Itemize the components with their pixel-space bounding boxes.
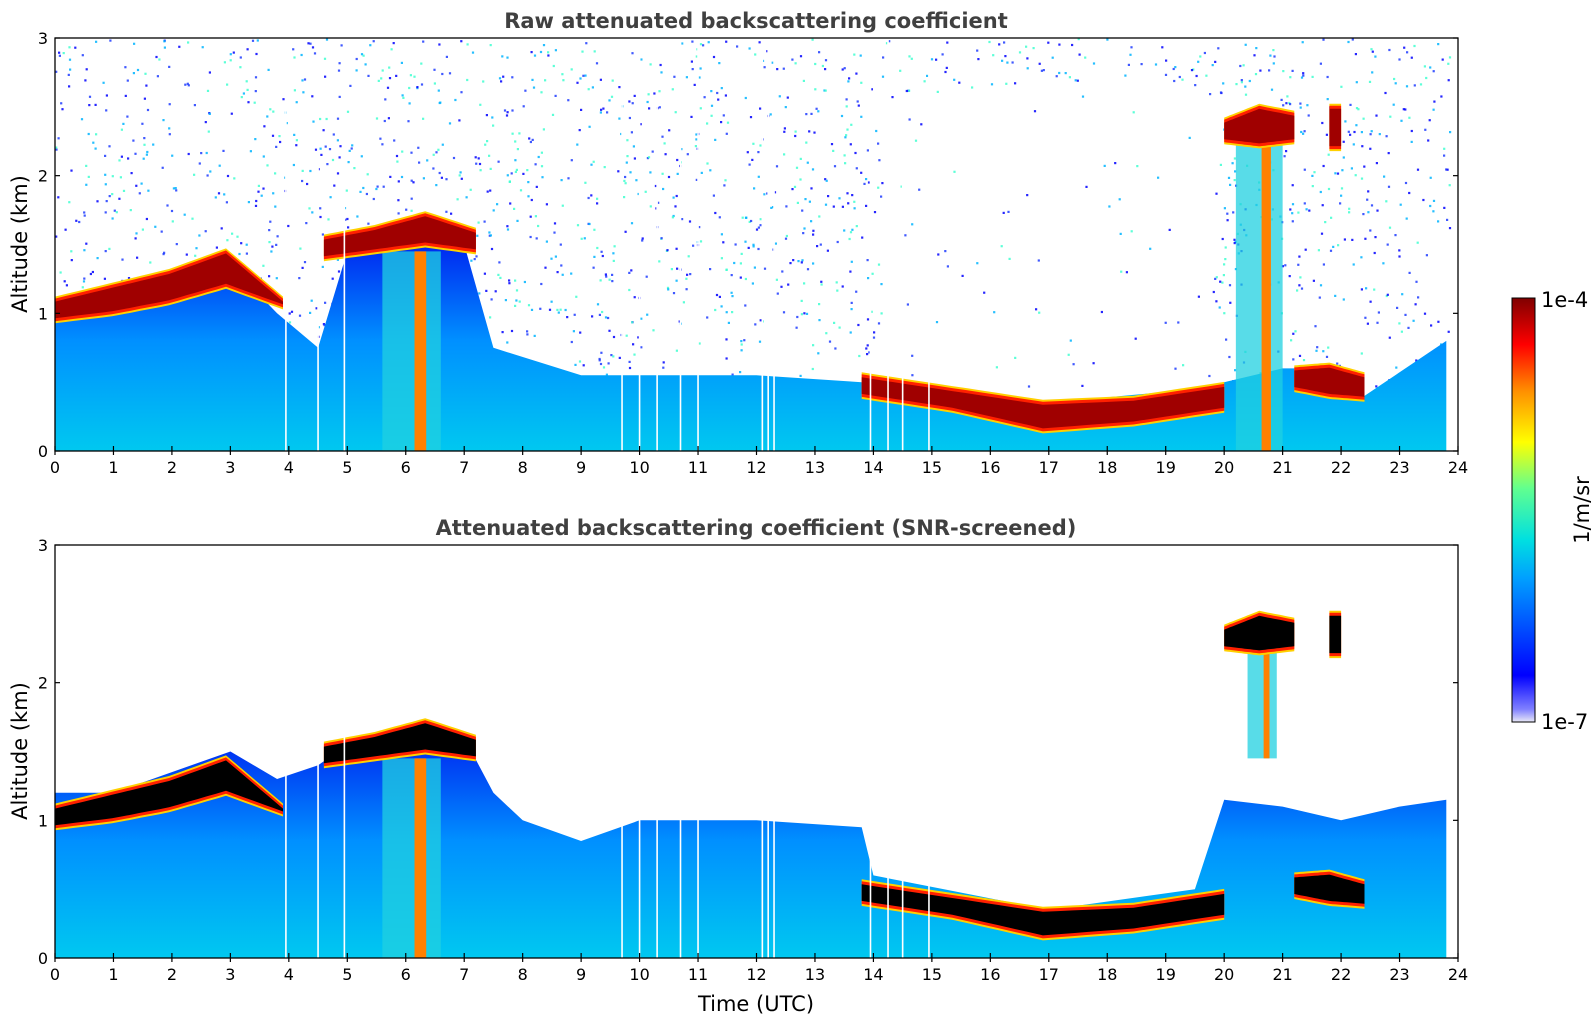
x-tick-label: 0 (50, 965, 60, 984)
x-tick-label: 11 (688, 458, 708, 477)
cloud-layer (323, 718, 476, 769)
y-axis-label-screened: Altitude (km) (8, 682, 32, 820)
y-tick-label: 0 (38, 442, 48, 461)
y-tick-label: 2 (38, 167, 48, 186)
axes-raw: 0 1 2 3 4 5 6 7 8 9 10 11 12 13 14 15 16 17 18 19 20 21 22 23 24… (38, 29, 1468, 477)
x-tick-label: 13 (805, 458, 825, 477)
aerosol-layer (55, 724, 1447, 958)
precipitation-shaft (1235, 141, 1283, 451)
x-tick-label: 9 (576, 965, 586, 984)
x-tick-label: 11 (688, 965, 708, 984)
cloud-layer (1294, 362, 1365, 402)
data-gaps (285, 38, 930, 451)
x-tick-label: 15 (922, 458, 942, 477)
x-tick-label: 23 (1389, 458, 1409, 477)
cloud-layer (1294, 869, 1365, 909)
x-tick-label: 4 (284, 458, 294, 477)
x-tick-label: 13 (805, 965, 825, 984)
x-tick-label: 2 (167, 458, 177, 477)
x-tick-label: 18 (1097, 965, 1117, 984)
x-tick-label: 2 (167, 965, 177, 984)
heatmap-area-screened (55, 545, 1447, 958)
chart-panel-raw: Raw attenuated backscattering coefficien… (8, 9, 1468, 477)
cloud-layer (1329, 103, 1342, 152)
x-tick-label: 22 (1331, 458, 1351, 477)
cloud-layer (323, 211, 476, 262)
cloud-layer (1329, 610, 1342, 659)
x-tick-label: 8 (518, 965, 528, 984)
x-tick-label: 16 (980, 965, 1000, 984)
x-tick-label: 9 (576, 458, 586, 477)
x-tick-label: 20 (1214, 965, 1234, 984)
colorbar-min-label: 1e-7 (1541, 710, 1588, 734)
cloud-layer (861, 879, 1225, 941)
x-tick-label: 17 (1039, 965, 1059, 984)
x-tick-label: 6 (401, 965, 411, 984)
x-tick-label: 24 (1448, 458, 1468, 477)
x-tick-label: 12 (746, 458, 766, 477)
x-tick-label: 15 (922, 965, 942, 984)
colorbar-max-label: 1e-4 (1541, 288, 1588, 312)
y-tick-label: 2 (38, 674, 48, 693)
x-tick-label: 7 (459, 965, 469, 984)
y-tick-label: 1 (38, 304, 48, 323)
x-tick-label: 24 (1448, 965, 1468, 984)
x-tick-label: 16 (980, 458, 1000, 477)
axes-screened: 0 1 2 3 4 5 6 7 8 9 10 11 12 13 14 15 16 17 18 19 20 21 22 23 24… (38, 536, 1468, 984)
y-tick-label: 0 (38, 949, 48, 968)
data-gaps (285, 545, 930, 958)
x-tick-label: 8 (518, 458, 528, 477)
x-tick-label: 1 (108, 965, 118, 984)
x-tick-label: 10 (629, 965, 649, 984)
x-tick-label: 0 (50, 458, 60, 477)
x-tick-label: 19 (1156, 458, 1176, 477)
x-tick-label: 22 (1331, 965, 1351, 984)
x-tick-label: 1 (108, 458, 118, 477)
x-tick-label: 20 (1214, 458, 1234, 477)
chart-panel-screened: Attenuated backscattering coefficient (S… (8, 516, 1468, 1016)
cloud-layer (861, 372, 1225, 434)
colorbar-unit-label: 1/m/sr (1570, 476, 1594, 544)
heatmap-area-raw (55, 38, 1452, 451)
chart-title-raw: Raw attenuated backscattering coefficien… (504, 9, 1008, 33)
x-tick-label: 3 (225, 458, 235, 477)
chart-title-screened: Attenuated backscattering coefficient (S… (436, 516, 1077, 540)
noise-speckle (55, 38, 1452, 389)
x-tick-label: 21 (1272, 965, 1292, 984)
x-tick-label: 7 (459, 458, 469, 477)
x-tick-label: 18 (1097, 458, 1117, 477)
x-axis-label: Time (UTC) (697, 992, 814, 1016)
x-tick-label: 3 (225, 965, 235, 984)
x-tick-label: 5 (342, 965, 352, 984)
x-tick-label: 23 (1389, 965, 1409, 984)
cloud-layer (55, 248, 283, 324)
precipitation-shaft (382, 251, 441, 451)
x-tick-label: 14 (863, 965, 883, 984)
x-tick-label: 14 (863, 458, 883, 477)
precipitation-shaft (1247, 648, 1277, 759)
x-tick-label: 12 (746, 965, 766, 984)
cloud-layer (1224, 103, 1295, 149)
x-tick-label: 5 (342, 458, 352, 477)
colorbar-gradient (1511, 297, 1536, 723)
precipitation-shaft (382, 758, 441, 958)
x-tick-label: 17 (1039, 458, 1059, 477)
cloud-layer (1224, 610, 1295, 656)
x-tick-label: 10 (629, 458, 649, 477)
cloud-layer (55, 755, 283, 831)
x-tick-label: 21 (1272, 458, 1292, 477)
x-tick-label: 4 (284, 965, 294, 984)
y-axis-label-raw: Altitude (km) (8, 175, 32, 313)
colorbar: 1e-4 1e-7 1/m/sr (1511, 288, 1594, 734)
y-tick-label: 3 (38, 536, 48, 555)
x-tick-label: 19 (1156, 965, 1176, 984)
x-tick-label: 6 (401, 458, 411, 477)
y-tick-label: 3 (38, 29, 48, 48)
y-tick-label: 1 (38, 811, 48, 830)
